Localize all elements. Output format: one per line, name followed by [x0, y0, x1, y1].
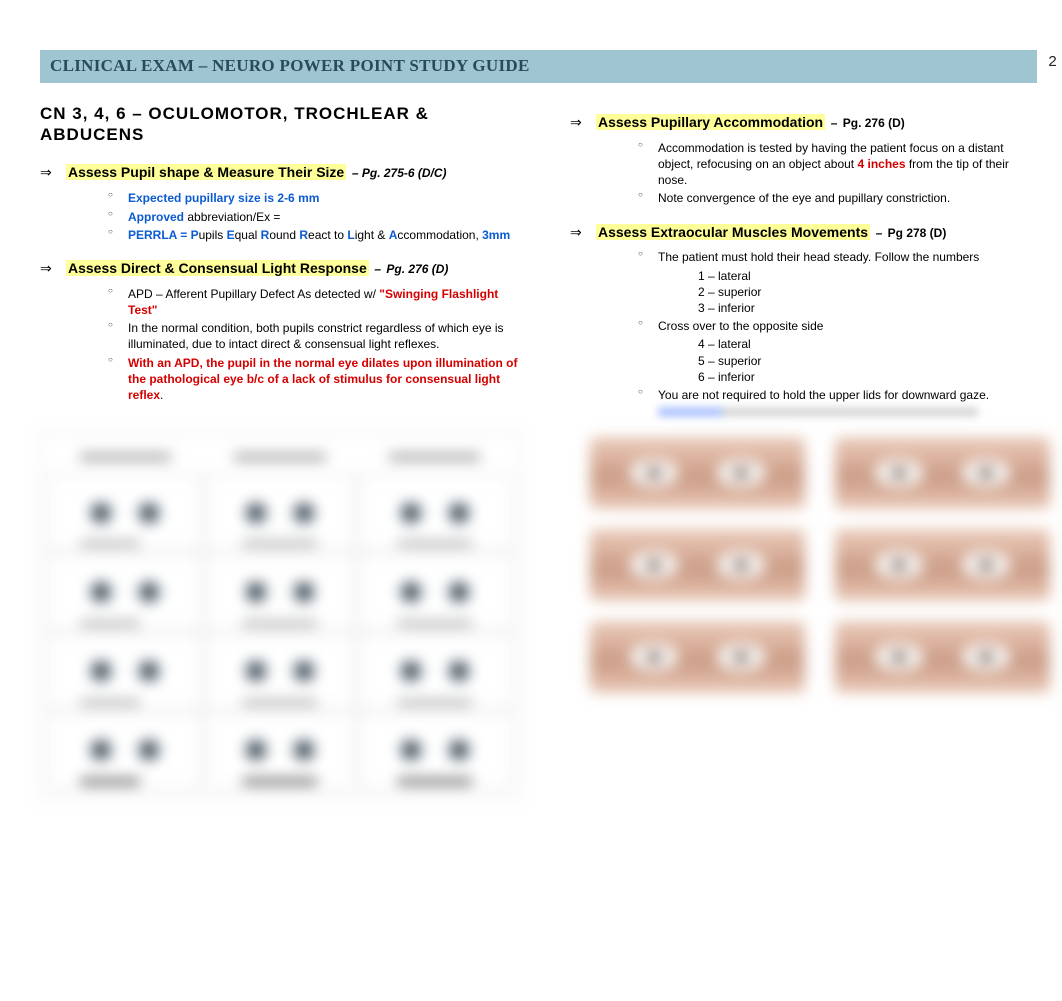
chart-cell [204, 553, 357, 630]
chart-cell [49, 553, 202, 630]
page-ref: – Pg. 275-6 (D/C) [352, 166, 447, 180]
left-column: CN 3, 4, 6 – OCULOMOTOR, TROCHLEAR & ABD… [40, 103, 520, 798]
sub-item: 2 – superior [698, 284, 1037, 300]
chart-header-cell [204, 442, 357, 472]
eye-photo-grid [590, 437, 1050, 693]
two-column-layout: CN 3, 4, 6 – OCULOMOTOR, TROCHLEAR & ABD… [40, 103, 1037, 798]
text-blue: E [227, 228, 235, 242]
dash: – [374, 262, 384, 276]
list-item: The patient must hold their head steady.… [638, 249, 1037, 265]
text: Note convergence of the eye and pupillar… [658, 191, 950, 205]
bullets-eom-3: You are not required to hold the upper l… [638, 387, 1037, 403]
text: ound [269, 228, 299, 242]
text: . [160, 388, 163, 402]
page-number: 2 [1048, 52, 1057, 72]
text: Cross over to the opposite side [658, 319, 823, 333]
bullets-accommodation: Accommodation is tested by having the pa… [638, 140, 1037, 207]
highlight-light-response: Assess Direct & Consensual Light Respons… [66, 260, 369, 276]
section-heading-cn346: CN 3, 4, 6 – OCULOMOTOR, TROCHLEAR & ABD… [40, 103, 520, 146]
text-blue: PERRLA = P [128, 228, 199, 242]
eye-photo [835, 529, 1050, 601]
bullets-pupil-shape: Expected pupillary size is 2-6 mm Approv… [108, 190, 520, 243]
chart-cell [204, 712, 357, 789]
chart-cell [49, 633, 202, 710]
text-red: With an APD, the pupil in the normal eye… [128, 356, 517, 402]
text: The patient must hold their head steady.… [658, 250, 979, 264]
item-eom: ⇒ Assess Extraocular Muscles Movements –… [570, 223, 1037, 242]
sub-item: 6 – inferior [698, 369, 1037, 385]
eye-photo [835, 437, 1050, 509]
arrow-icon: ⇒ [40, 259, 66, 278]
list-item: With an APD, the pupil in the normal eye… [108, 355, 520, 404]
list-item: APD – Afferent Pupillary Defect As detec… [108, 286, 520, 318]
text-blue: R [299, 228, 308, 242]
text: eact to [308, 228, 347, 242]
text: abbreviation/Ex = [184, 210, 280, 224]
highlight-pupil-shape: Assess Pupil shape & Measure Their Size [66, 164, 346, 180]
list-item: Cross over to the opposite side [638, 318, 1037, 334]
bullets-eom-2: Cross over to the opposite side [638, 318, 1037, 334]
text-blue: L [347, 228, 354, 242]
text-blue: Approved [128, 210, 184, 224]
text: ccommodation, [397, 228, 482, 242]
chart-cell [204, 633, 357, 710]
dash: – [876, 226, 886, 240]
text-blue: 3mm [482, 228, 510, 242]
text-red: 4 inches [857, 157, 905, 171]
bullets-light-response: APD – Afferent Pupillary Defect As detec… [108, 286, 520, 403]
page-title: CLINICAL EXAM – NEURO POWER POINT STUDY … [50, 56, 530, 75]
text-blue: R [261, 228, 270, 242]
page-ref: Pg 278 (D) [888, 226, 947, 240]
list-item: PERRLA = Pupils Equal Round React to Lig… [108, 227, 520, 243]
text: qual [235, 228, 261, 242]
chart-cell [358, 633, 511, 710]
page-header-bar: CLINICAL EXAM – NEURO POWER POINT STUDY … [40, 50, 1037, 83]
dash: – [831, 116, 841, 130]
text: APD – Afferent Pupillary Defect As detec… [128, 287, 379, 301]
page-ref: Pg. 276 (D) [843, 116, 905, 130]
chart-cell [49, 474, 202, 551]
list-item: In the normal condition, both pupils con… [108, 320, 520, 352]
chart-cell [358, 712, 511, 789]
eye-photo [590, 437, 805, 509]
text: In the normal condition, both pupils con… [128, 321, 504, 351]
sub-item: 1 – lateral [698, 268, 1037, 284]
list-item: Note convergence of the eye and pupillar… [638, 190, 1037, 206]
list-item: Expected pupillary size is 2-6 mm [108, 190, 520, 206]
arrow-icon: ⇒ [570, 113, 596, 132]
bullets-eom: The patient must hold their head steady.… [638, 249, 1037, 265]
pupil-chart-blurred [40, 433, 520, 798]
text: ight & [355, 228, 389, 242]
eye-photo [835, 621, 1050, 693]
chart-cell [49, 712, 202, 789]
chart-cell [204, 474, 357, 551]
right-column: ⇒ Assess Pupillary Accommodation – Pg. 2… [560, 103, 1037, 798]
highlight-accommodation: Assess Pupillary Accommodation [596, 114, 825, 130]
sub-item: 4 – lateral [698, 336, 1037, 352]
list-item: Approved abbreviation/Ex = [108, 209, 520, 225]
arrow-icon: ⇒ [570, 223, 596, 242]
chart-cell [358, 474, 511, 551]
list-item: You are not required to hold the upper l… [638, 387, 1037, 403]
text: upils [199, 228, 227, 242]
item-pupil-shape: ⇒ Assess Pupil shape & Measure Their Siz… [40, 163, 520, 182]
text: You are not required to hold the upper l… [658, 388, 989, 402]
arrow-icon: ⇒ [40, 163, 66, 182]
chart-grid [49, 442, 511, 789]
text-blue: Expected pupillary size is 2-6 mm [128, 191, 319, 205]
chart-cell [358, 553, 511, 630]
sub-item: 3 – inferior [698, 300, 1037, 316]
list-item: Accommodation is tested by having the pa… [638, 140, 1037, 189]
blurred-text-line [658, 407, 978, 417]
page-ref: Pg. 276 (D) [386, 262, 448, 276]
item-light-response: ⇒ Assess Direct & Consensual Light Respo… [40, 259, 520, 278]
sub-item: 5 – superior [698, 353, 1037, 369]
chart-header-cell [358, 442, 511, 472]
eye-photo [590, 529, 805, 601]
chart-header-cell [49, 442, 202, 472]
eye-photo [590, 621, 805, 693]
item-accommodation: ⇒ Assess Pupillary Accommodation – Pg. 2… [570, 113, 1037, 132]
highlight-eom: Assess Extraocular Muscles Movements [596, 224, 870, 240]
